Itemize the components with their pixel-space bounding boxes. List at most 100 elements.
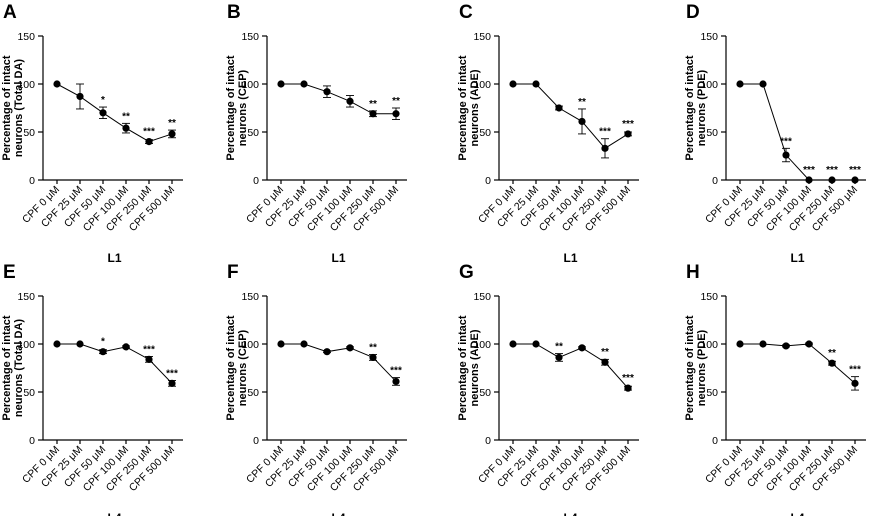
- data-point: [168, 130, 176, 138]
- y-tick-label: 0: [253, 435, 259, 447]
- significance-label: ***: [826, 165, 838, 176]
- significance-label: ***: [390, 366, 402, 377]
- significance-label: ***: [622, 373, 634, 384]
- y-axis-label-line: neurons (Total DA): [13, 319, 25, 418]
- y-axis-label-line: Percentage of intact: [1, 315, 13, 420]
- data-point: [323, 88, 331, 96]
- data-point: [346, 344, 354, 352]
- panel-g: G Percentage of intactneurons (ADE) 0 50 100…: [457, 262, 639, 516]
- y-axis-label: Percentage of intactneurons (ADE): [457, 315, 481, 420]
- series-line: [57, 343, 173, 384]
- y-axis-label: Percentage of intactneurons (PDE): [684, 55, 708, 160]
- data-point: [323, 348, 331, 356]
- y-axis-label-line: neurons (ADE): [469, 329, 481, 406]
- y-tick-label: 100: [241, 339, 259, 351]
- y-tick-label: 150: [700, 291, 718, 303]
- y-axis-label-line: Percentage of intact: [225, 315, 237, 420]
- y-tick-label: 100: [473, 339, 491, 351]
- data-point: [624, 384, 632, 392]
- series-line: [513, 343, 629, 389]
- y-tick-label: 0: [253, 175, 259, 187]
- y-tick-label: 150: [700, 31, 718, 43]
- y-tick-label: 50: [247, 127, 259, 139]
- panel-e: E Percentage of intactneurons (Total DA) 0…: [1, 262, 183, 516]
- y-tick-label: 50: [706, 127, 718, 139]
- significance-label: **: [555, 342, 563, 353]
- significance-label: ***: [622, 119, 634, 130]
- significance-label: **: [168, 118, 176, 129]
- data-point: [555, 104, 563, 112]
- significance-label: **: [392, 96, 400, 107]
- data-point: [736, 80, 744, 88]
- data-point: [851, 176, 859, 184]
- data-point: [805, 340, 813, 348]
- y-axis-label: Percentage of intactneurons (CEP): [225, 315, 249, 420]
- data-point: [759, 340, 767, 348]
- panel-letter: G: [459, 262, 474, 283]
- significance-label: **: [601, 347, 609, 358]
- x-axis-label: L1: [790, 251, 804, 265]
- panel-a: A Percentage of intactneurons (Total DA) 0…: [1, 2, 183, 265]
- data-point: [392, 110, 400, 118]
- data-point: [782, 151, 790, 159]
- series-line: [740, 343, 856, 384]
- data-point: [782, 342, 790, 350]
- data-point: [369, 110, 377, 118]
- significance-label: **: [828, 348, 836, 359]
- data-point: [509, 80, 517, 88]
- y-tick-label: 50: [479, 387, 491, 399]
- panel-letter: F: [227, 262, 239, 283]
- y-axis-label: Percentage of intactneurons (CEP): [225, 55, 249, 160]
- panel-b: B Percentage of intactneurons (CEP) 0 50 100…: [225, 2, 407, 265]
- data-point: [601, 144, 609, 152]
- panel-h: H Percentage of intactneurons (PDE) 0 50 100…: [684, 262, 866, 516]
- y-axis-label-line: neurons (CEP): [237, 329, 249, 406]
- y-axis-label-line: neurons (Total DA): [13, 59, 25, 158]
- y-axis-label-line: neurons (PDE): [696, 69, 708, 146]
- y-tick-label: 150: [17, 31, 35, 43]
- x-axis-label: L4: [790, 511, 804, 516]
- y-tick-label: 50: [23, 127, 35, 139]
- significance-label: **: [369, 342, 377, 353]
- y-tick-label: 0: [485, 435, 491, 447]
- panel-c: C Percentage of intactneurons (ADE) 0 50 100…: [457, 2, 639, 265]
- panel-letter: A: [3, 2, 17, 23]
- data-point: [122, 343, 130, 351]
- x-axis-label: L1: [563, 251, 577, 265]
- x-axis-label: L1: [331, 251, 345, 265]
- data-point: [392, 377, 400, 386]
- y-tick-label: 50: [23, 387, 35, 399]
- y-axis-label-line: neurons (ADE): [469, 69, 481, 146]
- data-point: [555, 353, 563, 362]
- panel-letter: D: [686, 2, 700, 23]
- significance-label: *: [101, 95, 105, 106]
- significance-label: ***: [780, 136, 792, 147]
- y-tick-label: 50: [247, 387, 259, 399]
- x-axis-label: L4: [563, 511, 577, 516]
- data-point: [76, 340, 84, 348]
- y-axis-label-line: neurons (CEP): [237, 69, 249, 146]
- significance-label: ***: [166, 368, 178, 379]
- y-axis-label: Percentage of intactneurons (ADE): [457, 55, 481, 160]
- data-point: [759, 80, 767, 88]
- y-tick-label: 0: [29, 175, 35, 187]
- x-axis-label: L1: [107, 251, 121, 265]
- y-axis-label: Percentage of intactneurons (PDE): [684, 315, 708, 420]
- y-tick-label: 100: [17, 339, 35, 351]
- significance-label: ***: [803, 165, 815, 176]
- y-axis-label-line: Percentage of intact: [457, 55, 469, 160]
- y-tick-label: 100: [700, 339, 718, 351]
- series-line: [281, 83, 396, 115]
- significance-label: ***: [143, 344, 155, 355]
- data-point: [53, 340, 61, 348]
- y-tick-label: 150: [241, 31, 259, 43]
- y-tick-label: 100: [17, 79, 35, 91]
- y-axis-label-line: Percentage of intact: [684, 315, 696, 420]
- panel-d: D Percentage of intactneurons (PDE) 0 50 100…: [684, 2, 866, 265]
- x-axis-label: L4: [331, 511, 345, 516]
- data-point: [346, 97, 354, 105]
- data-point: [532, 340, 540, 348]
- significance-label: ***: [849, 365, 861, 376]
- data-point: [509, 340, 517, 348]
